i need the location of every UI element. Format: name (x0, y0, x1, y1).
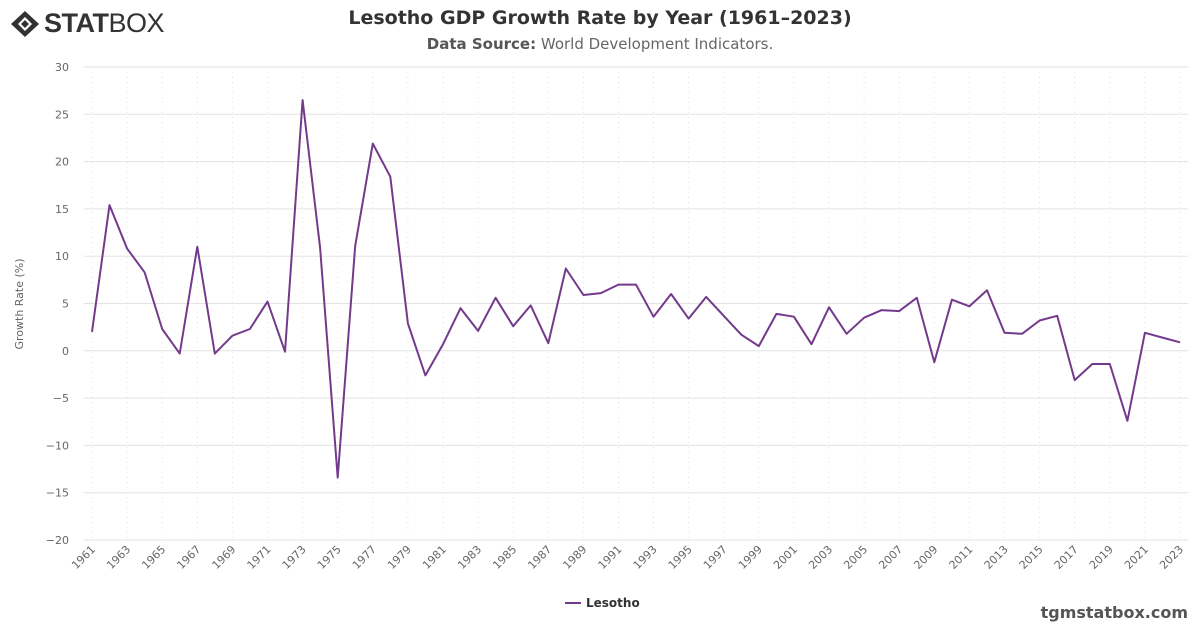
x-tick-label: 1973 (280, 543, 309, 572)
chart-title: Lesotho GDP Growth Rate by Year (1961–20… (348, 7, 852, 29)
y-tick-label: 5 (62, 298, 69, 311)
chart-subtitle: Data Source: World Development Indicator… (426, 35, 774, 53)
x-tick-label: 2011 (947, 543, 976, 572)
y-tick-label: 20 (55, 156, 69, 169)
y-tick-label: 15 (55, 203, 69, 216)
x-tick-label: 1967 (174, 543, 203, 572)
grid (84, 66, 1188, 541)
x-tick-label: 2023 (1157, 543, 1186, 572)
y-tick-label: −10 (46, 439, 69, 452)
x-tick-label: 1987 (525, 543, 554, 572)
x-tick-label: 2005 (841, 543, 870, 572)
x-tick-label: 1975 (315, 543, 344, 572)
x-tick-label: 2003 (806, 543, 835, 572)
x-tick-label: 1965 (139, 543, 168, 572)
x-tick-label: 2009 (911, 543, 940, 572)
x-tick-label: 1981 (420, 543, 449, 572)
x-tick-label: 2017 (1052, 543, 1081, 572)
x-tick-label: 2001 (771, 543, 800, 572)
x-tick-label: 1985 (490, 543, 519, 572)
x-tick-label: 2021 (1122, 543, 1151, 572)
x-tick-label: 1969 (210, 543, 239, 572)
x-tick-label: 1991 (596, 543, 625, 572)
x-tick-label: 1961 (69, 543, 98, 572)
x-tick-label: 1977 (350, 543, 379, 572)
x-tick-label: 1993 (631, 543, 660, 572)
y-tick-label: 30 (55, 61, 69, 74)
x-tick-label: 2007 (876, 543, 905, 572)
x-tick-label: 2015 (1017, 543, 1046, 572)
x-tick-label: 1997 (701, 543, 730, 572)
y-tick-label: −5 (53, 392, 69, 405)
y-axis: 30 25 20 15 10 5 0 −5 −10 −15 −20 (46, 61, 69, 547)
x-axis: 1961 1963 1965 1967 1969 1971 1973 1975 1977 1979… (69, 543, 1186, 572)
y-tick-label: 0 (62, 345, 69, 358)
statbox-logo-icon (11, 10, 39, 37)
statbox-logo: STATBOX (10, 8, 165, 39)
logo-text: STATBOX (44, 8, 165, 38)
x-tick-label: 2019 (1087, 543, 1116, 572)
x-tick-label: 2013 (982, 543, 1011, 572)
x-tick-label: 1979 (385, 543, 414, 572)
y-tick-label: −20 (46, 534, 69, 547)
legend-label: Lesotho (586, 596, 640, 610)
series-line-lesotho (91, 99, 1181, 479)
legend[interactable]: Lesotho (565, 596, 640, 610)
y-tick-label: 10 (55, 250, 69, 263)
x-tick-label: 1983 (455, 543, 484, 572)
y-tick-label: −15 (46, 487, 69, 500)
y-tick-label: 25 (55, 108, 69, 121)
x-tick-label: 1999 (736, 543, 765, 572)
x-tick-label: 1989 (560, 543, 589, 572)
y-axis-label: Growth Rate (%) (13, 258, 26, 349)
x-tick-label: 1995 (666, 543, 695, 572)
x-tick-label: 1971 (245, 543, 274, 572)
x-tick-label: 1963 (104, 543, 133, 572)
site-credit: tgmstatbox.com (1040, 603, 1188, 622)
